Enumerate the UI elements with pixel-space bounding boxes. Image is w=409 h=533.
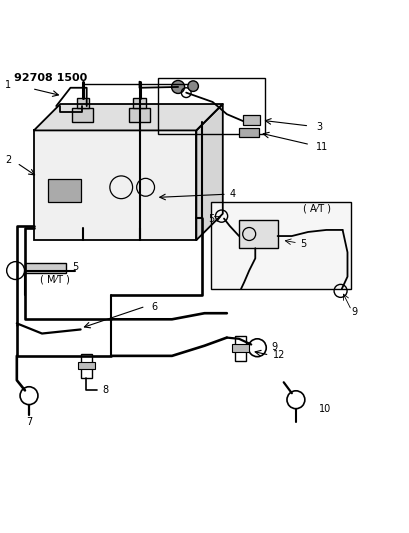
Bar xyxy=(78,361,95,369)
Text: 9: 9 xyxy=(272,342,278,352)
Text: 92708 1500: 92708 1500 xyxy=(13,72,87,83)
Text: ( M⁄T ): ( M⁄T ) xyxy=(40,275,70,285)
Text: 2: 2 xyxy=(5,155,12,165)
Text: 1: 1 xyxy=(5,79,11,90)
Bar xyxy=(232,344,249,352)
Text: 5: 5 xyxy=(300,239,306,249)
Bar xyxy=(48,179,81,201)
Circle shape xyxy=(188,81,198,92)
Text: 4: 4 xyxy=(230,189,236,199)
Polygon shape xyxy=(34,104,223,131)
Text: 8: 8 xyxy=(102,385,108,395)
Bar xyxy=(235,336,246,361)
Text: ( A⁄T ): ( A⁄T ) xyxy=(303,204,331,214)
Text: 7: 7 xyxy=(26,417,32,427)
Text: 6: 6 xyxy=(152,302,158,312)
Bar xyxy=(76,98,89,108)
Text: 5: 5 xyxy=(209,214,215,223)
Bar xyxy=(72,108,93,122)
Bar xyxy=(25,263,65,273)
Bar xyxy=(243,115,260,125)
Text: 9: 9 xyxy=(352,307,358,317)
Bar xyxy=(34,131,196,240)
Bar xyxy=(133,98,146,108)
Text: 11: 11 xyxy=(316,142,328,152)
Bar xyxy=(81,354,92,378)
Polygon shape xyxy=(196,104,223,240)
Text: 12: 12 xyxy=(273,350,285,360)
Bar xyxy=(158,78,265,134)
Circle shape xyxy=(172,80,184,93)
Bar xyxy=(211,201,351,289)
Bar xyxy=(239,220,278,248)
Text: 10: 10 xyxy=(319,405,331,415)
Text: 5: 5 xyxy=(72,262,79,272)
Bar xyxy=(129,108,150,122)
Bar xyxy=(239,128,258,138)
Text: 3: 3 xyxy=(316,122,322,132)
